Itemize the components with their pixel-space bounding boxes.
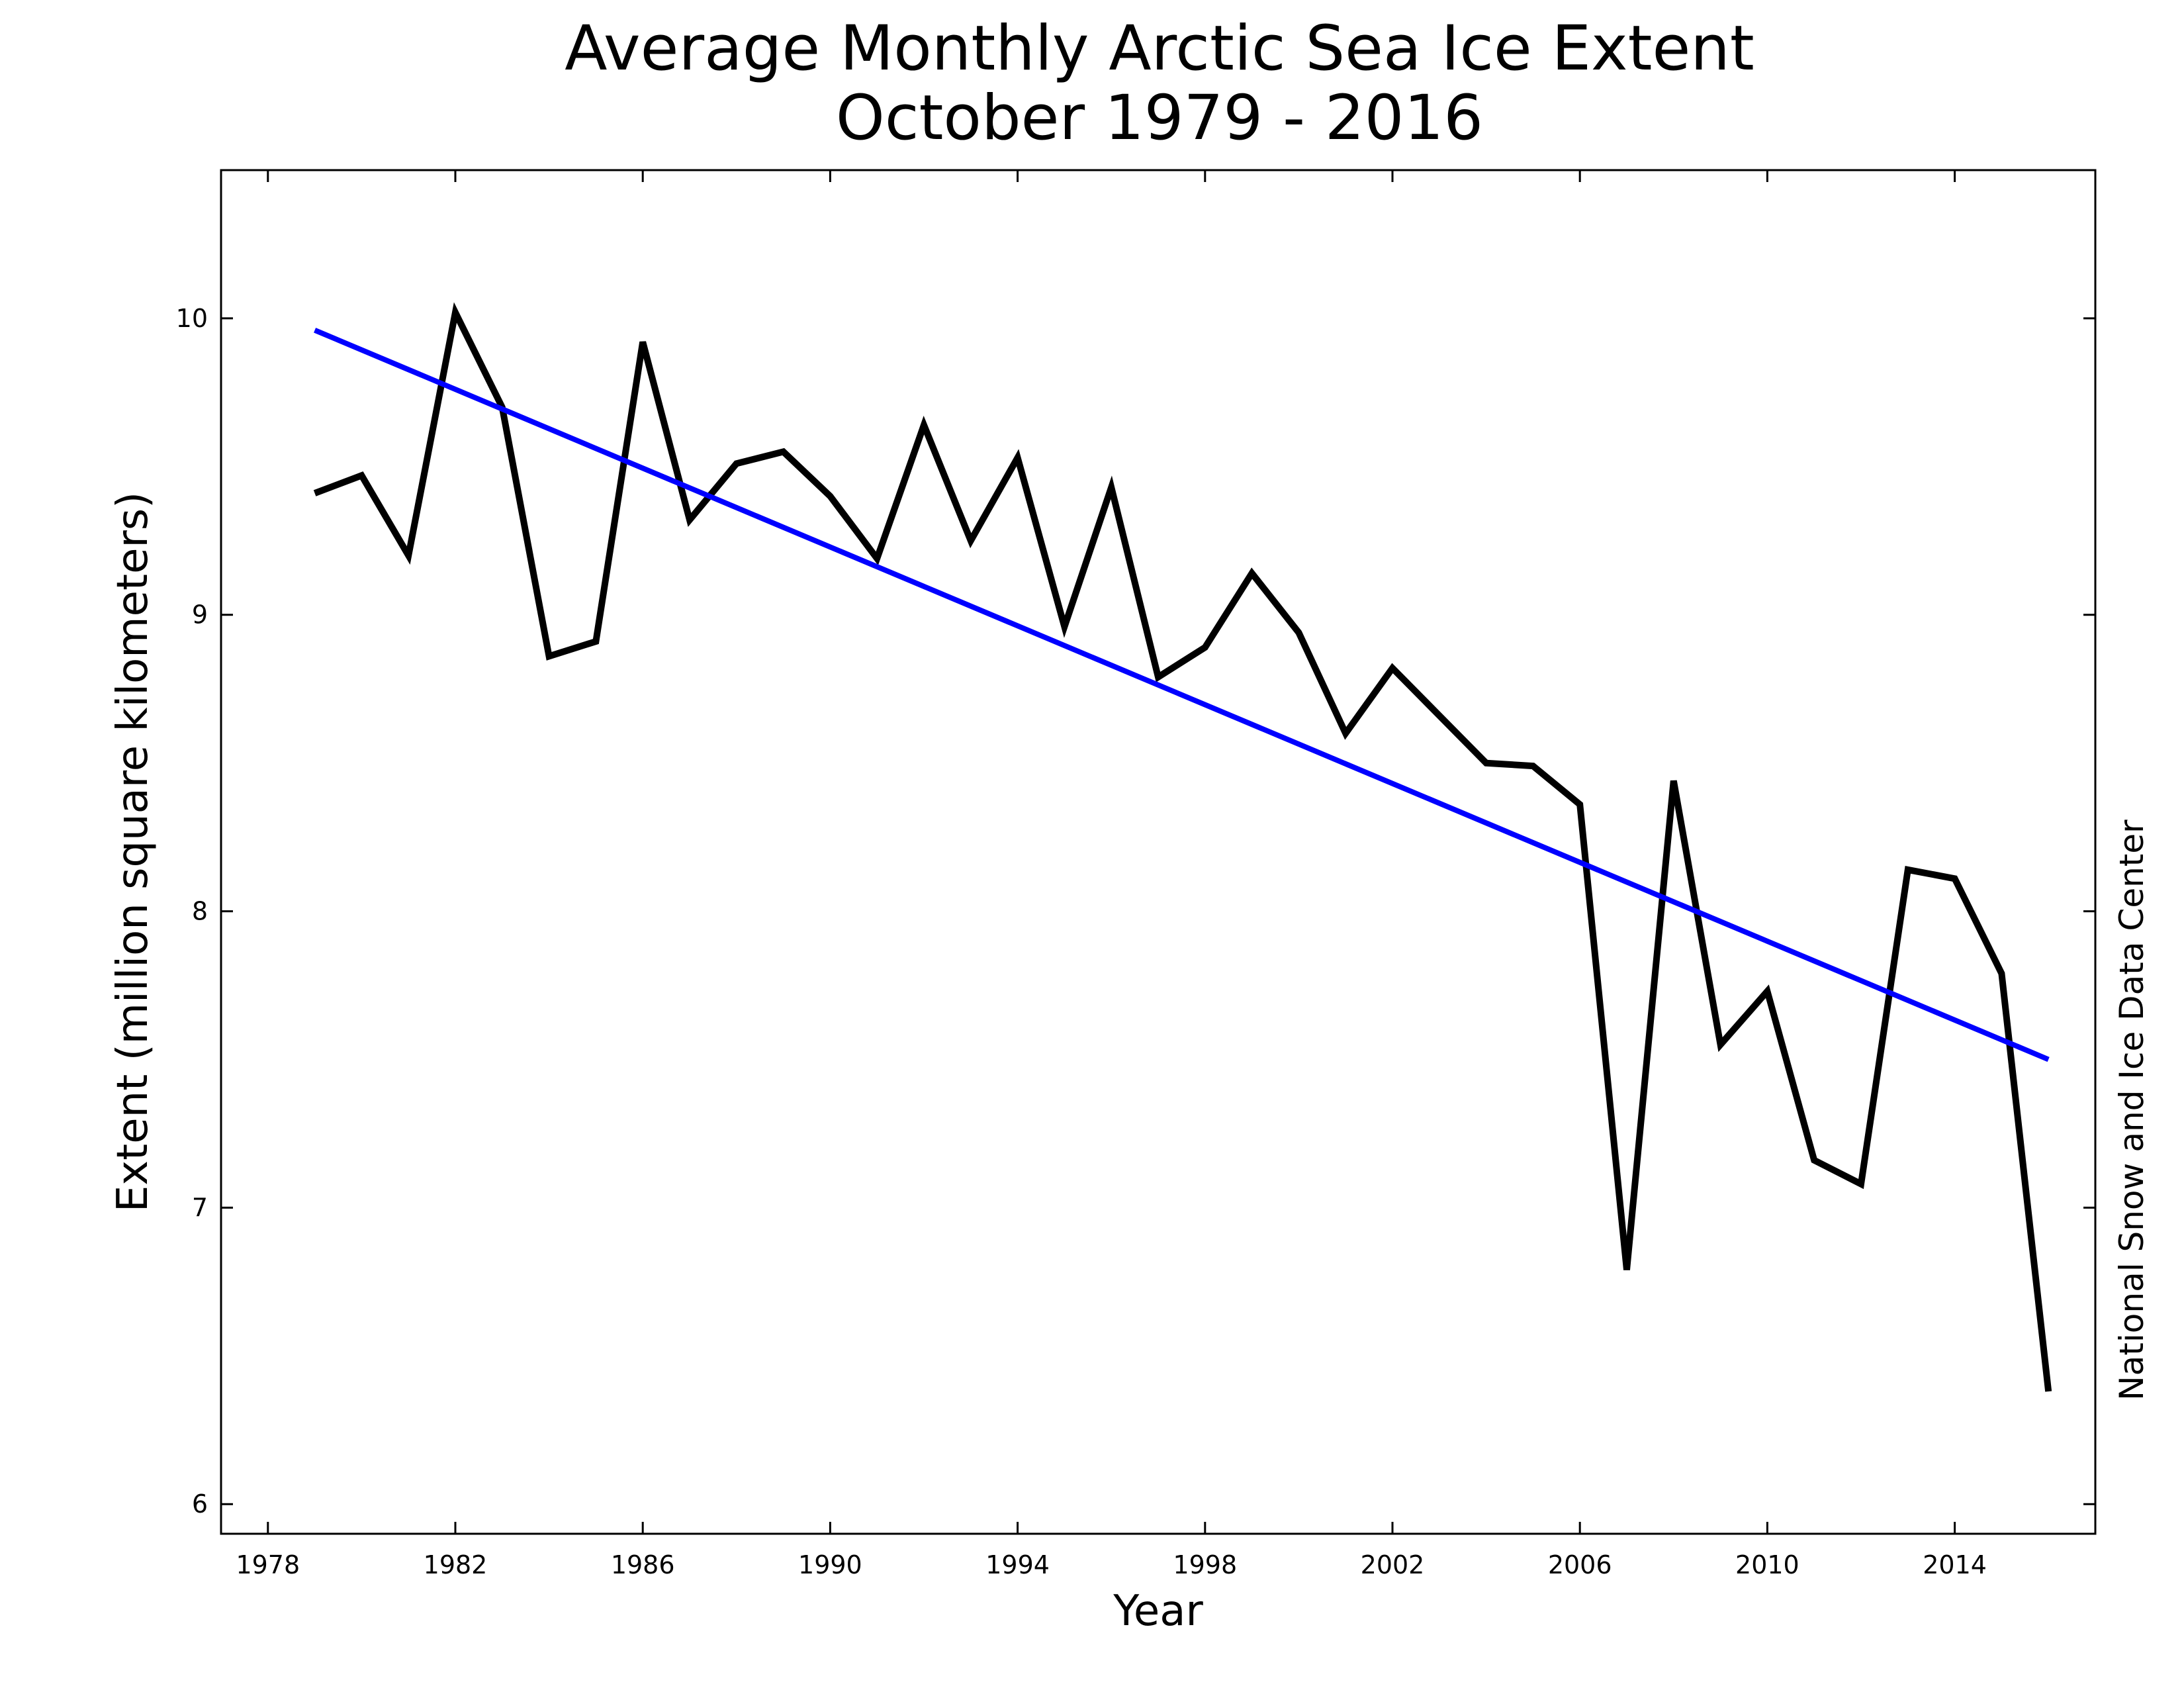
chart-title: Average Monthly Arctic Sea Ice Extent <box>565 13 1754 85</box>
x-tick-label: 2006 <box>1548 1550 1612 1579</box>
axis-ticks: 1978 1982 1986 1990 1994 1998 2002 2006 2010 2014… <box>176 170 2095 1579</box>
x-tick-label: 1998 <box>1173 1550 1237 1579</box>
x-tick-label: 2002 <box>1361 1550 1425 1579</box>
y-tick-label: 6 <box>192 1489 208 1519</box>
extent-series-line <box>313 302 2052 1392</box>
y-tick-label: 10 <box>176 304 208 333</box>
x-tick-label: 1986 <box>611 1550 675 1579</box>
x-tick-label: 1990 <box>798 1550 862 1579</box>
x-tick-label: 1994 <box>985 1550 1050 1579</box>
y-tick-label: 8 <box>192 897 208 926</box>
plot-frame <box>220 169 2097 1535</box>
y-tick-label: 7 <box>192 1193 208 1222</box>
x-tick-label: 1978 <box>236 1550 300 1579</box>
trend-line <box>314 328 2050 1062</box>
chart-subtitle: October 1979 - 2016 <box>836 82 1483 154</box>
y-tick-label: 9 <box>192 600 208 630</box>
x-axis-label: Year <box>1113 1587 1203 1636</box>
x-tick-label: 1982 <box>424 1550 488 1579</box>
plot-area <box>313 302 2052 1392</box>
credit-text: National Snow and Ice Data Center <box>2113 820 2151 1401</box>
x-tick-label: 2010 <box>1735 1550 1799 1579</box>
x-tick-label: 2014 <box>1923 1550 1987 1579</box>
y-axis-label: Extent (million square kilometers) <box>109 492 158 1212</box>
